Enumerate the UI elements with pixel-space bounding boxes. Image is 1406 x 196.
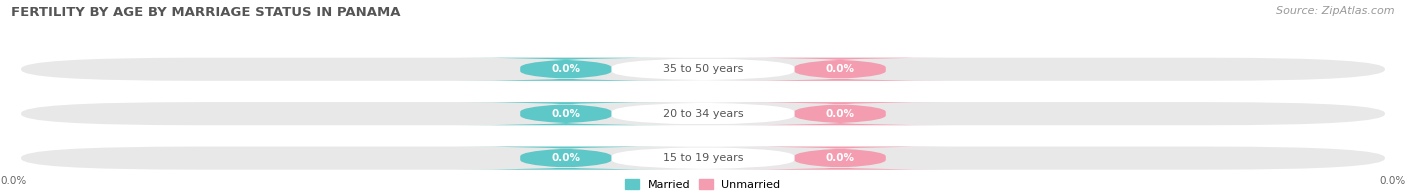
- Text: 0.0%: 0.0%: [0, 176, 27, 186]
- FancyBboxPatch shape: [731, 102, 949, 125]
- FancyBboxPatch shape: [21, 58, 1385, 81]
- Text: 0.0%: 0.0%: [551, 153, 581, 163]
- FancyBboxPatch shape: [612, 58, 794, 81]
- Text: 15 to 19 years: 15 to 19 years: [662, 153, 744, 163]
- FancyBboxPatch shape: [21, 102, 1385, 125]
- Text: 35 to 50 years: 35 to 50 years: [662, 64, 744, 74]
- Text: 0.0%: 0.0%: [1379, 176, 1406, 186]
- FancyBboxPatch shape: [731, 58, 949, 81]
- Text: 0.0%: 0.0%: [825, 153, 855, 163]
- FancyBboxPatch shape: [21, 147, 1385, 170]
- Text: 0.0%: 0.0%: [825, 64, 855, 74]
- FancyBboxPatch shape: [612, 102, 794, 125]
- Legend: Married, Unmarried: Married, Unmarried: [626, 179, 780, 190]
- Text: 0.0%: 0.0%: [551, 64, 581, 74]
- FancyBboxPatch shape: [612, 147, 794, 170]
- FancyBboxPatch shape: [457, 102, 675, 125]
- FancyBboxPatch shape: [457, 58, 675, 81]
- Text: FERTILITY BY AGE BY MARRIAGE STATUS IN PANAMA: FERTILITY BY AGE BY MARRIAGE STATUS IN P…: [11, 6, 401, 19]
- FancyBboxPatch shape: [457, 147, 675, 170]
- Text: 20 to 34 years: 20 to 34 years: [662, 109, 744, 119]
- Text: Source: ZipAtlas.com: Source: ZipAtlas.com: [1277, 6, 1395, 16]
- Text: 0.0%: 0.0%: [825, 109, 855, 119]
- FancyBboxPatch shape: [731, 147, 949, 170]
- Text: 0.0%: 0.0%: [551, 109, 581, 119]
